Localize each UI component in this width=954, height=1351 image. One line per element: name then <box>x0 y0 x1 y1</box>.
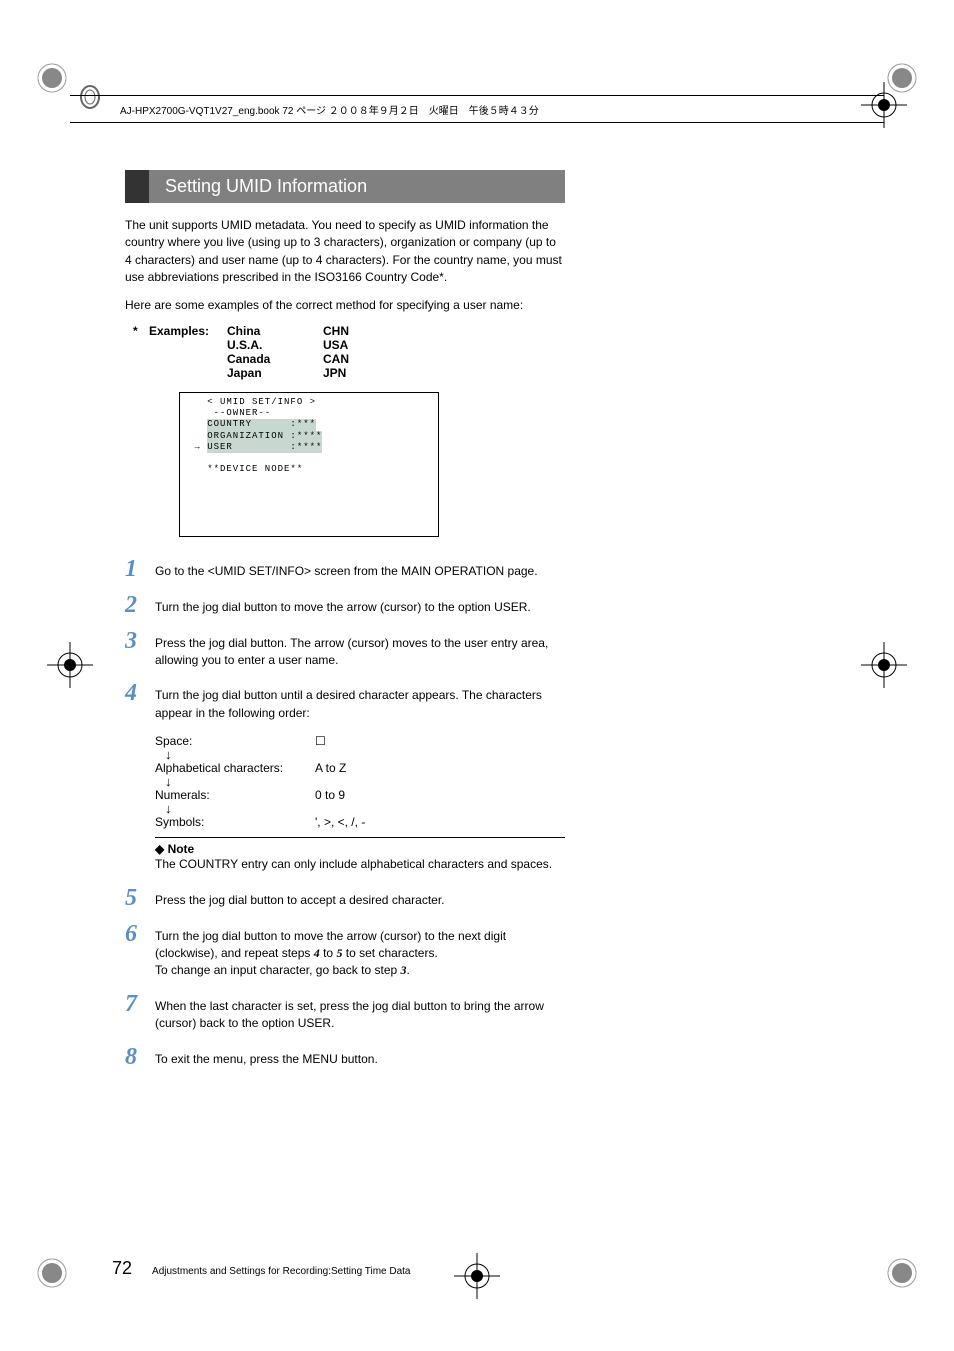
intro-paragraph-2: Here are some examples of the correct me… <box>125 297 565 314</box>
footer-subsection: Setting Time Data <box>331 1266 410 1277</box>
character-order-table: Space:☐ ↓ Alphabetical characters:A to Z… <box>155 734 565 829</box>
char-value: A to Z <box>315 761 346 775</box>
note-divider <box>155 837 565 838</box>
step-number: 1 <box>125 557 155 581</box>
footer-chapter: Adjustments and Settings for Recording: <box>152 1266 331 1277</box>
note-body: The COUNTRY entry can only include alpha… <box>155 856 565 873</box>
step-5: 5 Press the jog dial button to accept a … <box>125 886 565 910</box>
step-number: 5 <box>125 886 155 910</box>
note-block: Note The COUNTRY entry can only include … <box>155 842 565 873</box>
print-mark-bl <box>32 1253 72 1293</box>
char-value: ☐ <box>315 734 326 748</box>
screen-line: COUNTRY :*** <box>188 419 438 430</box>
down-arrow-icon: ↓ <box>155 802 565 815</box>
screen-line: < UMID SET/INFO > <box>188 397 438 408</box>
step-text: Turn the jog dial button to move the arr… <box>155 922 565 980</box>
intro-paragraph-1: The unit supports UMID metadata. You nee… <box>125 217 565 287</box>
examples-table: * Examples: China U.S.A. Canada Japan CH… <box>133 324 565 380</box>
char-label: Symbols: <box>155 815 315 829</box>
step-text: Press the jog dial button. The arrow (cu… <box>155 629 565 670</box>
main-content: Setting UMID Information The unit suppor… <box>125 170 565 1081</box>
example-code: CHN <box>323 324 349 338</box>
header-bar: AJ-HPX2700G-VQT1V27_eng.book 72 ページ ２００８… <box>70 95 884 123</box>
examples-codes: CHN USA CAN JPN <box>323 324 349 380</box>
step-number: 7 <box>125 992 155 1033</box>
step-text: Go to the <UMID SET/INFO> screen from th… <box>155 557 538 581</box>
step-text: Turn the jog dial button to move the arr… <box>155 593 531 617</box>
page-footer: 72 Adjustments and Settings for Recordin… <box>112 1258 411 1279</box>
examples-label: Examples: <box>149 324 227 380</box>
screen-line: ORGANIZATION :**** <box>188 431 438 442</box>
umid-screen-mockup: < UMID SET/INFO > --OWNER-- COUNTRY :***… <box>179 392 439 537</box>
screen-line: --OWNER-- <box>188 408 438 419</box>
step-text: To exit the menu, press the MENU button. <box>155 1045 378 1069</box>
examples-asterisk: * <box>133 324 149 380</box>
examples-names: China U.S.A. Canada Japan <box>227 324 323 380</box>
reg-mark-bc <box>452 1251 502 1301</box>
print-mark-tl <box>32 58 72 98</box>
example-name: China <box>227 324 323 338</box>
reg-mark-ml <box>45 640 95 690</box>
down-arrow-icon: ↓ <box>155 775 565 788</box>
screen-line: **DEVICE NODE** <box>188 464 438 475</box>
step-number: 3 <box>125 629 155 670</box>
step-number: 8 <box>125 1045 155 1069</box>
char-label: Alphabetical characters: <box>155 761 315 775</box>
char-label: Numerals: <box>155 788 315 802</box>
step-text: Press the jog dial button to accept a de… <box>155 886 445 910</box>
down-arrow-icon: ↓ <box>155 748 565 761</box>
step-3: 3 Press the jog dial button. The arrow (… <box>125 629 565 670</box>
example-name: Canada <box>227 352 323 366</box>
example-code: JPN <box>323 366 349 380</box>
header-text: AJ-HPX2700G-VQT1V27_eng.book 72 ページ ２００８… <box>120 102 539 117</box>
step-text: Turn the jog dial button until a desired… <box>155 681 565 722</box>
step-text: When the last character is set, press th… <box>155 992 565 1033</box>
step-6: 6 Turn the jog dial button to move the a… <box>125 922 565 980</box>
page-number: 72 <box>112 1258 132 1279</box>
char-value: 0 to 9 <box>315 788 345 802</box>
example-name: U.S.A. <box>227 338 323 352</box>
char-label: Space: <box>155 734 315 748</box>
print-mark-br <box>882 1253 922 1293</box>
note-heading: Note <box>155 842 565 856</box>
step-8: 8 To exit the menu, press the MENU butto… <box>125 1045 565 1069</box>
reg-mark-mr <box>859 640 909 690</box>
step-number: 4 <box>125 681 155 722</box>
example-code: CAN <box>323 352 349 366</box>
step-number: 2 <box>125 593 155 617</box>
example-name: Japan <box>227 366 323 380</box>
example-code: USA <box>323 338 349 352</box>
char-value: ', >, <, /, - <box>315 815 365 829</box>
step-2: 2 Turn the jog dial button to move the a… <box>125 593 565 617</box>
section-title: Setting UMID Information <box>125 170 565 203</box>
step-number: 6 <box>125 922 155 980</box>
step-4: 4 Turn the jog dial button until a desir… <box>125 681 565 722</box>
step-1: 1 Go to the <UMID SET/INFO> screen from … <box>125 557 565 581</box>
screen-line: → USER :**** <box>188 442 438 453</box>
screen-line <box>188 453 438 464</box>
step-7: 7 When the last character is set, press … <box>125 992 565 1033</box>
